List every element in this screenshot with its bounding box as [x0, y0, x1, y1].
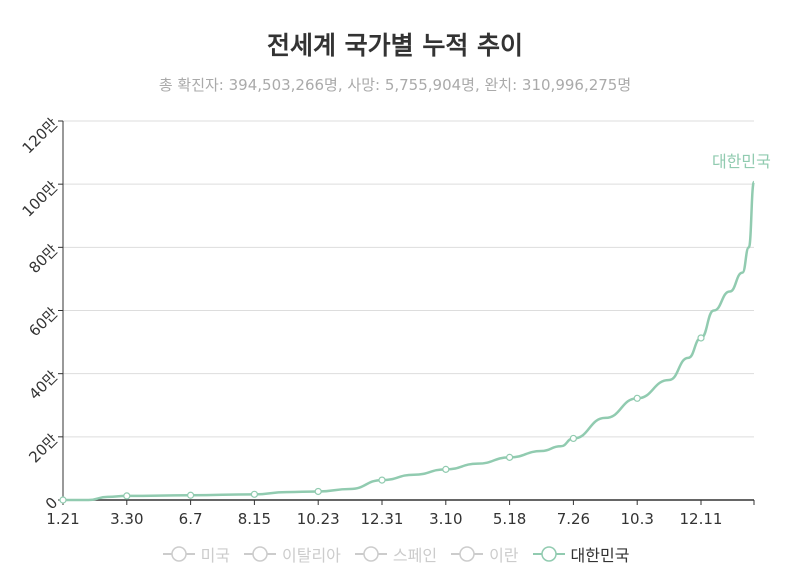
chart-subtitle: 총 확진자: 394,503,266명, 사망: 5,755,904명, 완치:…	[158, 76, 632, 94]
legend-label: 미국	[200, 546, 231, 565]
series-line	[62, 180, 756, 502]
x-tick-label: 10.3	[620, 510, 653, 528]
legend-item[interactable]: 미국	[161, 542, 230, 566]
data-point	[506, 453, 514, 461]
y-tick-label: 60만	[25, 304, 61, 340]
legend-item[interactable]: 이란	[449, 542, 519, 566]
legend: 미국 이탈리아 스페인 이란 대한민국	[0, 542, 790, 566]
legend-line-icon	[532, 546, 565, 562]
x-tick-label: 10.23	[297, 510, 340, 528]
data-point	[378, 476, 386, 484]
legend-line-icon	[162, 546, 195, 562]
x-tick-label: 1.21	[46, 510, 79, 528]
legend-label: 이탈리아	[282, 546, 341, 565]
legend-label: 스페인	[392, 546, 438, 565]
x-tick-label: 12.31	[361, 510, 404, 528]
legend-line-icon	[244, 546, 277, 562]
chart-title: 전세계 국가별 누적 추이	[266, 31, 524, 60]
legend-line-icon	[354, 546, 387, 562]
legend-label: 대한민국	[570, 546, 630, 565]
data-point	[187, 491, 195, 499]
x-tick-label: 7.26	[557, 510, 590, 528]
legend-item[interactable]: 대한민국	[531, 542, 630, 566]
legend-item[interactable]: 이탈리아	[242, 542, 341, 566]
y-tick-label: 20만	[25, 430, 61, 466]
data-point	[314, 487, 322, 496]
y-tick-label: 80만	[25, 241, 61, 277]
data-point	[123, 492, 131, 500]
y-tick-label: 120만	[19, 114, 62, 157]
x-tick-label: 5.18	[493, 510, 526, 528]
x-tick-label: 12.11	[680, 510, 723, 528]
legend-item[interactable]: 스페인	[353, 542, 437, 566]
x-tick-label: 8.15	[238, 510, 271, 528]
data-point	[633, 394, 641, 402]
data-point	[569, 434, 578, 443]
legend-line-icon	[451, 546, 484, 562]
data-point	[697, 334, 705, 342]
series-end-label: 대한민국	[712, 152, 771, 171]
data-point	[250, 490, 258, 498]
data-point	[442, 465, 450, 473]
legend-label: 이란	[489, 546, 519, 565]
y-tick-label: 100만	[19, 178, 62, 221]
x-tick-label: 3.30	[110, 510, 143, 528]
x-tick-label: 3.10	[429, 510, 462, 528]
x-tick-label: 6.7	[179, 510, 203, 528]
y-tick-label: 40만	[25, 367, 61, 403]
data-point	[59, 496, 67, 504]
